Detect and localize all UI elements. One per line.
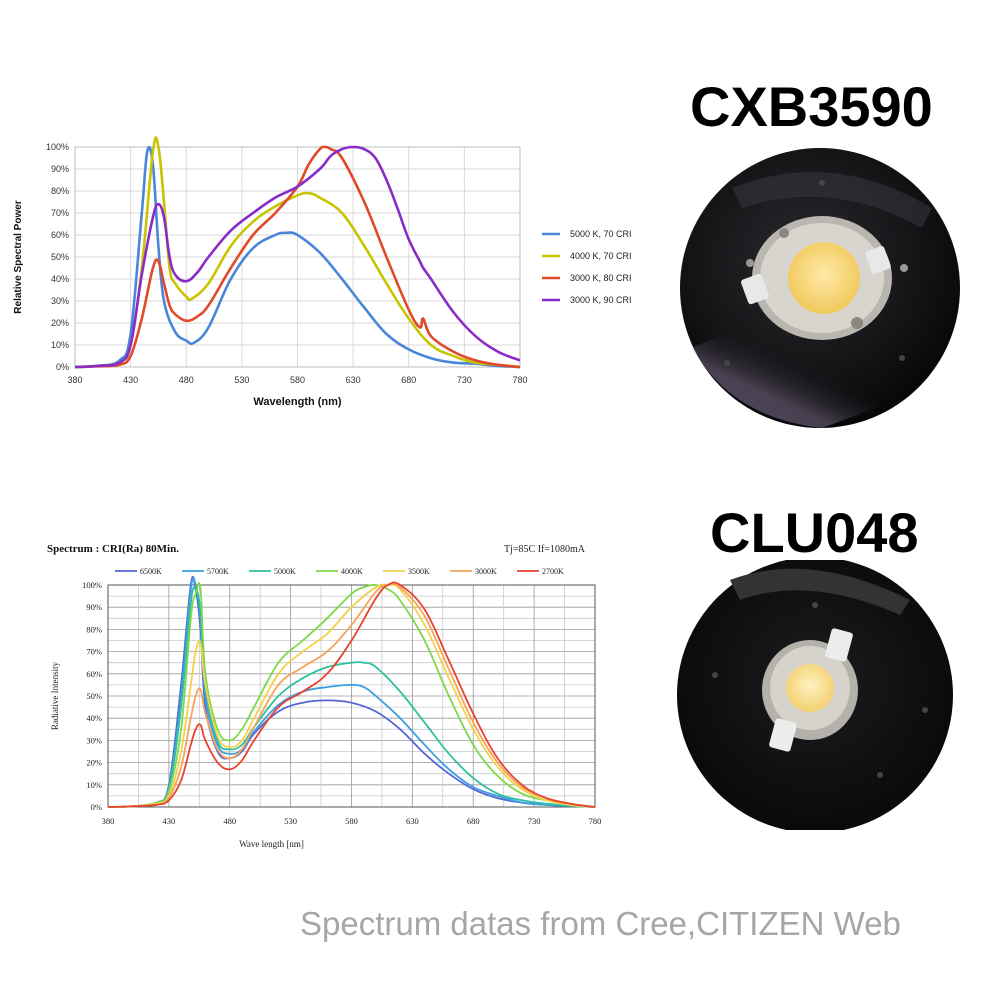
cxb3590-led-photo — [672, 148, 972, 428]
plot-frame — [74, 146, 521, 368]
y-axis-label: Radiative Intensity — [50, 661, 60, 730]
legend-label: 3500K — [408, 567, 430, 576]
y-tick-label: 40% — [51, 274, 69, 284]
legend-label: 5700K — [207, 567, 229, 576]
series-line — [107, 582, 596, 808]
y-tick-label: 60% — [86, 669, 102, 679]
cxb3590-spectrum-svg: 0% 10% 20% 30% 40% 50% 60% 70% 80% 90% 100% 380 430 4… — [13, 136, 567, 408]
y-tick-label: 20% — [86, 758, 102, 768]
cxb3590-spectrum-chart: 0% 10% 20% 30% 40% 50% 60% 70% 80% 90% 100% 380 430 4… — [0, 120, 567, 420]
y-tick-label: 50% — [51, 252, 69, 262]
clu048-led-photo — [670, 557, 970, 833]
x-tick-label: 730 — [457, 375, 472, 385]
plot-frame — [107, 584, 596, 808]
x-tick-label: 380 — [67, 375, 82, 385]
legend-label: 4000 K, 70 CRI — [570, 251, 632, 261]
chart-title: Spectrum : CRI(Ra) 80Min. — [47, 543, 179, 555]
legend-label: 2700K — [542, 567, 564, 576]
cxb3590-legend: 5000 K, 70 CRI 4000 K, 70 CRI 3000 K, 80 C… — [570, 120, 660, 345]
y-tick-label: 10% — [51, 340, 69, 350]
series-line — [107, 583, 596, 808]
series-line — [107, 576, 596, 808]
legend-label: 5000K — [274, 567, 296, 576]
y-tick-label: 0% — [56, 362, 69, 372]
series-line — [74, 136, 521, 369]
y-tick-label: 40% — [86, 713, 102, 723]
series-line — [74, 145, 521, 369]
source-footer: Spectrum datas from Cree,CITIZEN Web — [300, 905, 901, 942]
y-tick-label: 30% — [51, 296, 69, 306]
legend-label: 3000 K, 90 CRI — [570, 295, 632, 305]
legend-label: 3000 K, 80 CRI — [570, 273, 632, 283]
clu048-spectrum-chart: Spectrum : CRI(Ra) 80Min. Tj=85C If=1080m… — [0, 525, 640, 855]
y-tick-label: 100% — [46, 142, 69, 152]
x-tick-label: 580 — [345, 816, 358, 826]
x-tick-label: 430 — [123, 375, 138, 385]
series-line — [107, 582, 596, 808]
cxb3590-title: CXB3590 — [690, 75, 933, 138]
x-tick-label: 580 — [290, 375, 305, 385]
x-tick-label: 630 — [406, 816, 419, 826]
x-tick-label: 530 — [234, 375, 249, 385]
legend-label: 5000 K, 70 CRI — [570, 229, 632, 239]
x-tick-label: 630 — [346, 375, 361, 385]
x-tick-label: 380 — [102, 816, 115, 826]
x-tick-label: 780 — [512, 375, 527, 385]
x-tick-label: 480 — [179, 375, 194, 385]
y-tick-label: 50% — [86, 691, 102, 701]
y-tick-label: 80% — [51, 186, 69, 196]
clu048-title: CLU048 — [710, 501, 919, 564]
y-tick-label: 80% — [86, 624, 102, 634]
y-tick-label: 90% — [51, 164, 69, 174]
y-tick-label: 70% — [51, 208, 69, 218]
legend-label: 6500K — [140, 567, 162, 576]
x-tick-label: 430 — [163, 816, 176, 826]
y-tick-label: 90% — [86, 602, 102, 612]
legend-label: 3000K — [475, 567, 497, 576]
x-tick-label: 680 — [401, 375, 416, 385]
y-tick-label: 60% — [51, 230, 69, 240]
x-tick-label: 480 — [223, 816, 236, 826]
x-tick-label: 530 — [284, 816, 297, 826]
cxb3590-legend-svg: 5000 K, 70 CRI 4000 K, 70 CRI 3000 K, 80 C… — [570, 229, 632, 305]
x-tick-label: 780 — [589, 816, 602, 826]
x-tick-label: 680 — [467, 816, 480, 826]
legend-label: 4000K — [341, 567, 363, 576]
x-axis-label: Wave length [nm] — [239, 839, 304, 849]
x-tick-label: 730 — [528, 816, 541, 826]
series-line — [74, 145, 521, 369]
x-axis-label: Wavelength (nm) — [253, 396, 342, 408]
y-tick-label: 70% — [86, 647, 102, 657]
series-line — [74, 145, 521, 369]
clu048-spectrum-svg: Spectrum : CRI(Ra) 80Min. Tj=85C If=1080m… — [47, 543, 602, 849]
y-tick-label: 0% — [91, 802, 102, 812]
y-tick-label: 30% — [86, 735, 102, 745]
series-line — [107, 586, 596, 808]
series-line — [107, 581, 596, 808]
y-tick-label: 20% — [51, 318, 69, 328]
y-axis-label: Relative Spectral Power — [13, 200, 24, 313]
y-tick-label: 100% — [82, 580, 102, 590]
chart-conditions: Tj=85C If=1080mA — [504, 544, 586, 555]
y-tick-label: 10% — [86, 780, 102, 790]
